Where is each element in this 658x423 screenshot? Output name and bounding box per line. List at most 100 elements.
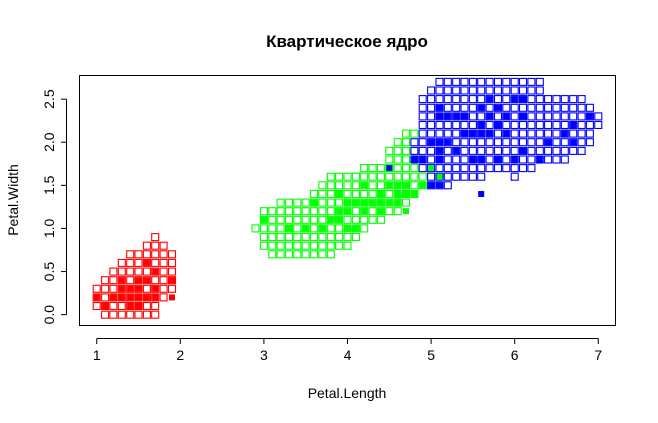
grid-point-versicolor	[385, 164, 394, 173]
grid-point-virginica	[460, 129, 469, 138]
plot-area-frame	[79, 75, 616, 326]
grid-point-versicolor	[368, 181, 377, 190]
data-point-setosa	[152, 294, 159, 301]
x-tick-label: 4	[344, 347, 352, 363]
grid-point-virginica	[552, 112, 561, 121]
grid-point-setosa	[159, 250, 168, 259]
data-point-versicolor	[403, 208, 409, 215]
grid-point-versicolor	[351, 189, 360, 199]
grid-point-versicolor	[284, 198, 294, 207]
grid-point-versicolor	[376, 189, 385, 199]
grid-point-setosa	[167, 250, 177, 259]
grid-point-virginica	[569, 103, 578, 112]
data-point-virginica	[478, 122, 485, 128]
grid-point-versicolor	[284, 233, 294, 242]
grid-point-versicolor	[310, 241, 319, 250]
grid-point-setosa	[126, 301, 135, 311]
grid-point-versicolor	[310, 233, 319, 242]
grid-point-virginica	[443, 138, 452, 147]
grid-point-virginica	[427, 164, 436, 173]
grid-point-virginica	[560, 129, 569, 138]
data-point-versicolor	[386, 199, 393, 206]
grid-point-virginica	[585, 129, 594, 138]
grid-point-virginica	[510, 172, 519, 181]
grid-point-virginica	[560, 146, 569, 155]
grid-point-virginica	[443, 112, 452, 121]
grid-point-virginica	[518, 86, 528, 95]
grid-point-virginica	[443, 95, 452, 104]
data-point-setosa	[118, 285, 125, 292]
grid-point-versicolor	[276, 198, 285, 207]
data-point-setosa	[135, 277, 142, 284]
grid-point-setosa	[109, 293, 118, 302]
grid-point-virginica	[418, 129, 427, 138]
grid-point-virginica	[468, 95, 477, 104]
grid-point-versicolor	[393, 172, 402, 181]
grid-point-setosa	[151, 258, 160, 267]
data-point-virginica	[461, 113, 468, 120]
grid-point-virginica	[518, 138, 528, 147]
grid-point-virginica	[535, 77, 544, 86]
grid-point-versicolor	[310, 215, 319, 224]
grid-point-virginica	[518, 103, 528, 112]
grid-point-virginica	[485, 146, 494, 155]
data-point-versicolor	[428, 165, 435, 172]
grid-point-virginica	[452, 146, 461, 155]
grid-point-virginica	[468, 129, 477, 138]
data-point-virginica	[486, 113, 493, 120]
grid-point-versicolor	[276, 233, 285, 242]
grid-point-virginica	[560, 103, 569, 112]
grid-point-virginica	[493, 155, 503, 164]
grid-point-virginica	[560, 95, 569, 104]
grid-point-virginica	[427, 155, 436, 164]
grid-point-virginica	[435, 146, 444, 155]
data-point-virginica	[428, 139, 435, 146]
grid-point-versicolor	[293, 233, 302, 242]
grid-point-virginica	[527, 164, 536, 173]
grid-point-setosa	[159, 241, 168, 250]
grid-point-setosa	[101, 293, 110, 302]
grid-point-versicolor	[318, 224, 327, 233]
grid-point-versicolor	[293, 207, 302, 216]
grid-point-setosa	[151, 301, 160, 311]
grid-point-setosa	[109, 267, 118, 276]
grid-point-setosa	[159, 293, 168, 302]
grid-point-virginica	[460, 77, 469, 86]
grid-point-versicolor	[301, 224, 310, 233]
grid-point-virginica	[460, 112, 469, 121]
grid-point-versicolor	[318, 207, 327, 216]
grid-point-versicolor	[301, 241, 310, 250]
data-point-versicolor	[377, 208, 384, 215]
grid-point-virginica	[468, 77, 477, 86]
data-point-virginica	[586, 113, 593, 120]
grid-point-virginica	[427, 103, 436, 112]
grid-point-setosa	[159, 276, 168, 285]
grid-point-virginica	[527, 95, 536, 104]
y-tick-label: 1.0	[41, 218, 57, 238]
grid-point-virginica	[460, 95, 469, 104]
grid-point-versicolor	[393, 207, 402, 216]
grid-point-virginica	[544, 103, 553, 112]
grid-point-virginica	[418, 146, 427, 155]
grid-point-setosa	[134, 276, 143, 285]
data-point-versicolor	[394, 182, 401, 189]
data-point-setosa	[169, 294, 175, 301]
grid-point-virginica	[510, 155, 519, 164]
grid-point-versicolor	[251, 224, 260, 233]
grid-point-virginica	[418, 164, 427, 173]
grid-point-setosa	[151, 284, 160, 293]
grid-point-versicolor	[343, 181, 352, 190]
grid-point-virginica	[493, 95, 503, 104]
grid-point-versicolor	[351, 172, 360, 181]
data-point-virginica	[503, 130, 510, 137]
grid-point-setosa	[92, 293, 101, 302]
grid-point-virginica	[477, 155, 486, 164]
data-point-setosa	[152, 268, 159, 275]
grid-point-versicolor	[268, 207, 277, 216]
grid-point-versicolor	[326, 250, 335, 259]
grid-point-versicolor	[318, 189, 327, 199]
grid-point-versicolor	[276, 207, 285, 216]
grid-point-virginica	[485, 155, 494, 164]
grid-point-virginica	[527, 112, 536, 121]
data-point-virginica	[545, 139, 552, 146]
